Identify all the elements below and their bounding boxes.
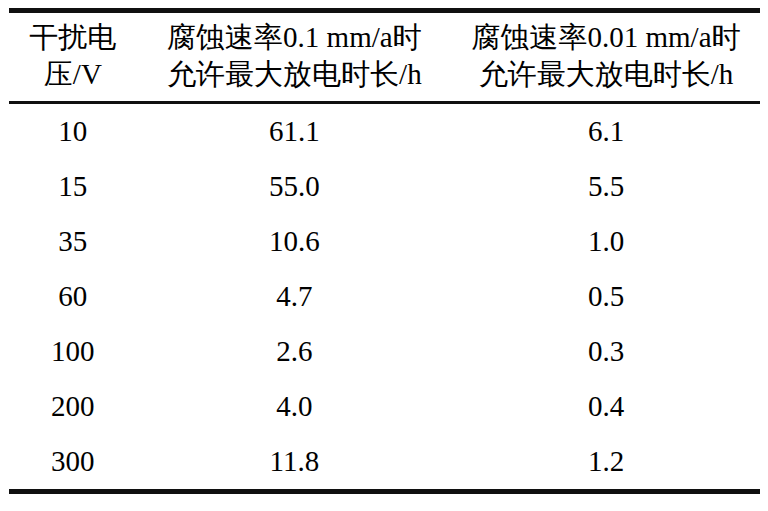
table-row: 100 2.6 0.3 bbox=[9, 324, 760, 379]
table-cell-duration-001: 0.5 bbox=[452, 269, 760, 324]
header-cell-rate-001: 腐蚀速率0.01 mm/a时 允许最大放电时长/h bbox=[452, 11, 760, 103]
header-rate-001-line2: 允许最大放电时长/h bbox=[454, 56, 758, 93]
table-cell-duration-01: 10.6 bbox=[137, 214, 452, 269]
table-cell-voltage: 300 bbox=[9, 434, 137, 492]
table-cell-voltage: 60 bbox=[9, 269, 137, 324]
header-cell-voltage: 干扰电 压/V bbox=[9, 11, 137, 103]
table-cell-duration-01: 2.6 bbox=[137, 324, 452, 379]
header-cell-rate-01: 腐蚀速率0.1 mm/a时 允许最大放电时长/h bbox=[137, 11, 452, 103]
table-cell-duration-001: 6.1 bbox=[452, 103, 760, 160]
table-cell-duration-001: 1.2 bbox=[452, 434, 760, 492]
table-row: 300 11.8 1.2 bbox=[9, 434, 760, 492]
page: 干扰电 压/V 腐蚀速率0.1 mm/a时 允许最大放电时长/h 腐蚀速率0.0… bbox=[0, 0, 768, 511]
table-cell-duration-001: 0.4 bbox=[452, 379, 760, 434]
header-voltage-line2: 压/V bbox=[11, 56, 135, 93]
table-cell-duration-01: 11.8 bbox=[137, 434, 452, 492]
table-header: 干扰电 压/V 腐蚀速率0.1 mm/a时 允许最大放电时长/h 腐蚀速率0.0… bbox=[9, 11, 760, 103]
header-rate-01-line2: 允许最大放电时长/h bbox=[139, 56, 450, 93]
table-cell-voltage: 15 bbox=[9, 159, 137, 214]
table-cell-duration-01: 55.0 bbox=[137, 159, 452, 214]
table-cell-voltage: 100 bbox=[9, 324, 137, 379]
table-cell-duration-001: 5.5 bbox=[452, 159, 760, 214]
header-rate-01-line1: 腐蚀速率0.1 mm/a时 bbox=[139, 19, 450, 56]
table-cell-duration-001: 1.0 bbox=[452, 214, 760, 269]
table-row: 35 10.6 1.0 bbox=[9, 214, 760, 269]
table-row: 200 4.0 0.4 bbox=[9, 379, 760, 434]
table-cell-voltage: 10 bbox=[9, 103, 137, 160]
table-row: 15 55.0 5.5 bbox=[9, 159, 760, 214]
table-row: 60 4.7 0.5 bbox=[9, 269, 760, 324]
table-body: 10 61.1 6.1 15 55.0 5.5 35 10.6 1.0 60 4… bbox=[9, 103, 760, 492]
header-row: 干扰电 压/V 腐蚀速率0.1 mm/a时 允许最大放电时长/h 腐蚀速率0.0… bbox=[9, 11, 760, 103]
table-cell-duration-01: 61.1 bbox=[137, 103, 452, 160]
header-voltage-line1: 干扰电 bbox=[11, 19, 135, 56]
table-cell-voltage: 200 bbox=[9, 379, 137, 434]
table-cell-duration-01: 4.7 bbox=[137, 269, 452, 324]
table-cell-voltage: 35 bbox=[9, 214, 137, 269]
table-cell-duration-001: 0.3 bbox=[452, 324, 760, 379]
data-table: 干扰电 压/V 腐蚀速率0.1 mm/a时 允许最大放电时长/h 腐蚀速率0.0… bbox=[9, 8, 760, 494]
table-cell-duration-01: 4.0 bbox=[137, 379, 452, 434]
table-row: 10 61.1 6.1 bbox=[9, 103, 760, 160]
header-rate-001-line1: 腐蚀速率0.01 mm/a时 bbox=[454, 19, 758, 56]
